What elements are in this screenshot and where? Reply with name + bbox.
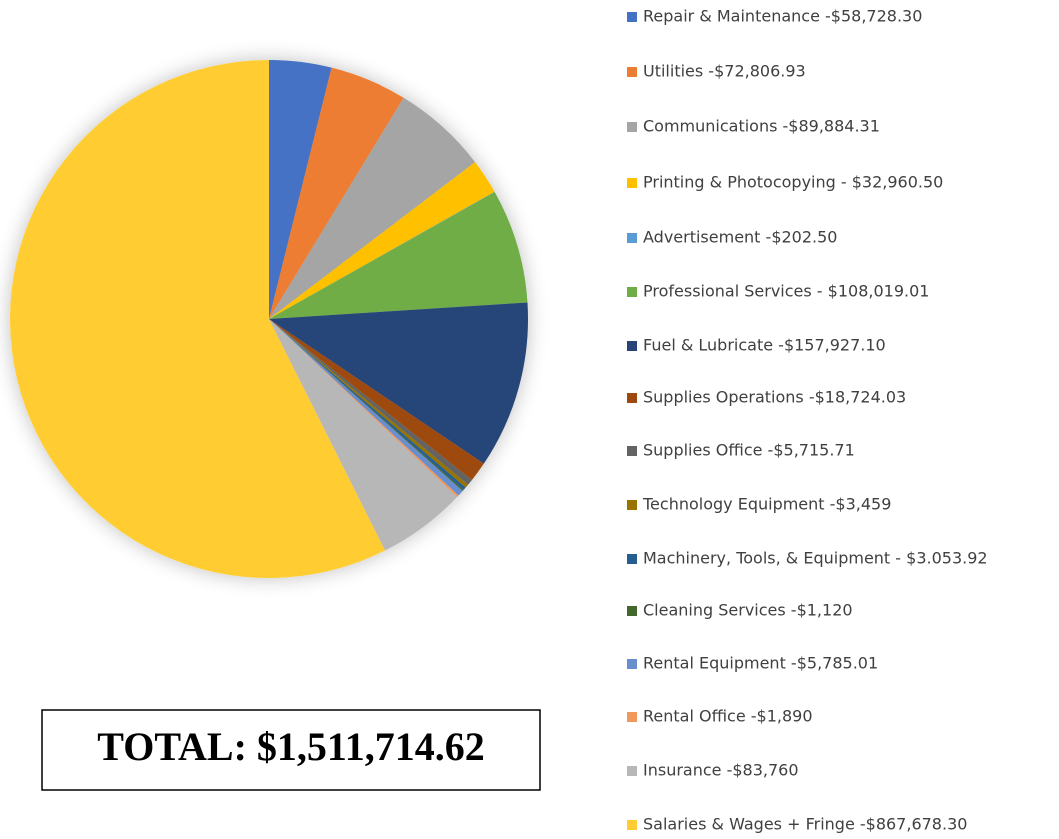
- legend-label: Fuel & Lubricate -$157,927.10: [643, 336, 886, 355]
- legend-label: Printing & Photocopying - $32,960.50: [643, 173, 943, 192]
- legend-label: Professional Services - $108,019.01: [643, 282, 929, 301]
- legend-swatch: [627, 554, 637, 564]
- legend-swatch: [627, 287, 637, 297]
- legend-swatch: [627, 122, 637, 132]
- pie-slice: [269, 319, 472, 485]
- legend-label: Communications -$89,884.31: [643, 117, 880, 136]
- legend-swatch: [627, 659, 637, 669]
- legend-label: Technology Equipment -$3,459: [642, 495, 891, 514]
- legend-swatch: [627, 178, 637, 188]
- legend-swatch: [627, 766, 637, 776]
- legend-swatch: [627, 393, 637, 403]
- pie-slice: [269, 319, 484, 480]
- total-box: [41, 709, 541, 791]
- pie-slice: [269, 319, 463, 496]
- legend-swatch: [627, 12, 637, 22]
- pie-slice: [269, 162, 495, 319]
- legend-label: Utilities -$72,806.93: [643, 62, 806, 81]
- pie-slice: [269, 191, 528, 319]
- legend-label: Repair & Maintenance -$58,728.30: [643, 7, 922, 26]
- pie-slice: [269, 319, 459, 498]
- legend-label: Insurance -$83,760: [643, 761, 799, 780]
- pie-slice: [269, 302, 528, 464]
- legend-label: Cleaning Services -$1,120: [643, 601, 853, 620]
- legend-swatch: [627, 446, 637, 456]
- pie-slice: [269, 191, 495, 319]
- pie-slice: [269, 319, 469, 488]
- pie-slice: [269, 97, 476, 319]
- legend-label: Rental Equipment -$5,785.01: [643, 654, 878, 673]
- legend-swatch: [627, 500, 637, 510]
- legend-swatch: [627, 820, 637, 830]
- pie-slice: [9, 60, 386, 578]
- pie-slice: [269, 319, 464, 491]
- legend-swatch: [627, 606, 637, 616]
- legend-label: Supplies Operations -$18,724.03: [643, 388, 906, 407]
- legend-label: Machinery, Tools, & Equipment - $3.053.9…: [643, 549, 988, 568]
- legend-label: Supplies Office -$5,715.71: [643, 441, 855, 460]
- total-label: TOTAL: $1,511,714.62: [97, 724, 484, 769]
- legend-label: Rental Office -$1,890: [643, 707, 813, 726]
- legend-swatch: [627, 341, 637, 351]
- legend-label: Advertisement -$202.50: [643, 228, 837, 247]
- pie-slice: [269, 319, 466, 491]
- pie-slice: [269, 67, 404, 319]
- legend-swatch: [627, 67, 637, 77]
- pie: [9, 60, 528, 578]
- pie-slice: [269, 60, 332, 319]
- pie-slice: [269, 319, 458, 551]
- legend-label: Salaries & Wages + Fringe -$867,678.30: [643, 815, 967, 834]
- legend-swatch: [627, 233, 637, 243]
- legend-swatch: [627, 712, 637, 722]
